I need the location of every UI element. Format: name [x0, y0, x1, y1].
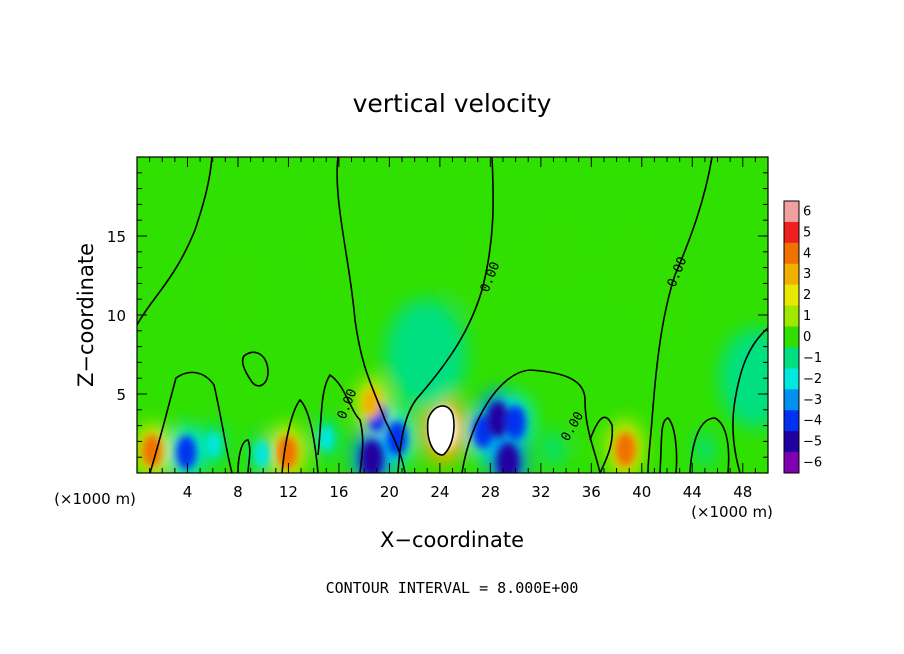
x-tick-label: 48: [733, 483, 752, 501]
y-tick-label: 5: [116, 386, 126, 404]
x-axis-label: X−coordinate: [380, 528, 524, 552]
contour-line: [426, 405, 455, 456]
contour-line: [589, 416, 614, 473]
x-tick-label: 24: [430, 483, 449, 501]
axis-ticks: [137, 157, 768, 473]
colorbar-swatch: [784, 221, 799, 244]
colorbar-label: 1: [803, 309, 811, 324]
y-tick-label: 10: [107, 307, 126, 325]
plot-area: 0.00 0.00 0.00 0.00: [137, 157, 768, 473]
colorbar-swatch: [784, 389, 799, 411]
field-feature: [307, 207, 371, 296]
contour-line: [281, 398, 319, 473]
z-unit-label: (×1000 m): [54, 490, 136, 508]
colorbar-label: −1: [803, 351, 822, 366]
x-tick-label: 16: [329, 483, 348, 501]
contour-line: [137, 157, 213, 326]
x-tick-label: 20: [380, 483, 399, 501]
contour-line: [732, 327, 768, 473]
x-tick-label: 40: [632, 483, 651, 501]
field-core: [615, 432, 636, 467]
colorbar-swatch: [784, 242, 799, 265]
x-tick-label: 44: [683, 483, 702, 501]
contour-line: [461, 369, 601, 473]
contour-line: [317, 373, 364, 473]
x-unit-label: (×1000 m): [691, 503, 773, 521]
colorbar-swatch: [784, 305, 799, 328]
field-feature: [527, 214, 592, 305]
x-tick-label: 28: [481, 483, 500, 501]
field-feature: [542, 431, 565, 468]
colorbar-swatch: [784, 201, 799, 223]
colorbar-label: −5: [803, 435, 822, 450]
field-core: [176, 435, 197, 470]
x-tick-label: 4: [183, 483, 193, 501]
field-feature: [448, 233, 508, 318]
field-feature: [385, 298, 467, 411]
field-feature: [719, 328, 768, 429]
colorbar-frame: [783, 200, 800, 474]
field-feature: [694, 431, 716, 467]
field-core: [487, 401, 509, 438]
field-feature: [575, 421, 595, 456]
colorbar-label: 0: [803, 330, 811, 345]
zero-contours: [137, 157, 768, 473]
x-tick-label: 32: [531, 483, 550, 501]
field-core: [386, 421, 408, 456]
colorbar-label: −6: [803, 456, 822, 471]
colorbar-label: 2: [803, 288, 811, 303]
colorbar-swatch: [784, 431, 799, 453]
contour-line: [241, 351, 269, 387]
contour-line: [647, 157, 713, 473]
y-axis-label: Z−coordinate: [74, 243, 98, 387]
field-core: [254, 441, 270, 468]
x-tick-label: 8: [233, 483, 243, 501]
colorbar-swatch: [784, 452, 799, 474]
colorbar-label: −3: [803, 393, 822, 408]
colorbar-swatch: [784, 410, 799, 432]
y-tick-label: 15: [107, 228, 126, 246]
colorbar-swatch: [784, 347, 799, 369]
field-feature: [207, 240, 269, 327]
colorbar: 6 5 4 3 2 1 0 −1 −2 −3 −4 −5 −6: [783, 200, 822, 474]
field-core: [505, 405, 526, 440]
contour-line: [659, 417, 678, 473]
colorbar-swatch: [784, 326, 799, 348]
contour-line: [336, 157, 406, 473]
contour-line: [149, 371, 233, 473]
field-core: [142, 434, 162, 468]
contour-line: [689, 417, 730, 473]
field-feature: [633, 252, 701, 347]
colorbar-swatch: [784, 368, 799, 390]
contour-interval-annotation: CONTOUR INTERVAL = 8.000E+00: [326, 579, 579, 597]
field-core: [206, 431, 222, 458]
colorbar-swatch: [784, 263, 799, 286]
x-tick-label: 36: [582, 483, 601, 501]
field-core: [360, 439, 384, 473]
field-core: [318, 425, 334, 451]
colorbar-label: −2: [803, 372, 822, 387]
x-tick-label: 12: [279, 483, 298, 501]
colorbar-swatch: [784, 284, 799, 307]
contour-line: [397, 157, 494, 473]
colorbar-label: 4: [803, 246, 811, 261]
colorbar-label: 3: [803, 267, 811, 282]
chart-title: vertical velocity: [353, 89, 552, 118]
colorbar-label: −4: [803, 414, 822, 429]
colorbar-label: 6: [803, 204, 811, 219]
field-core: [277, 435, 298, 470]
contour-line: [237, 439, 251, 473]
field-core: [496, 443, 520, 473]
colorbar-label: 5: [803, 225, 811, 240]
